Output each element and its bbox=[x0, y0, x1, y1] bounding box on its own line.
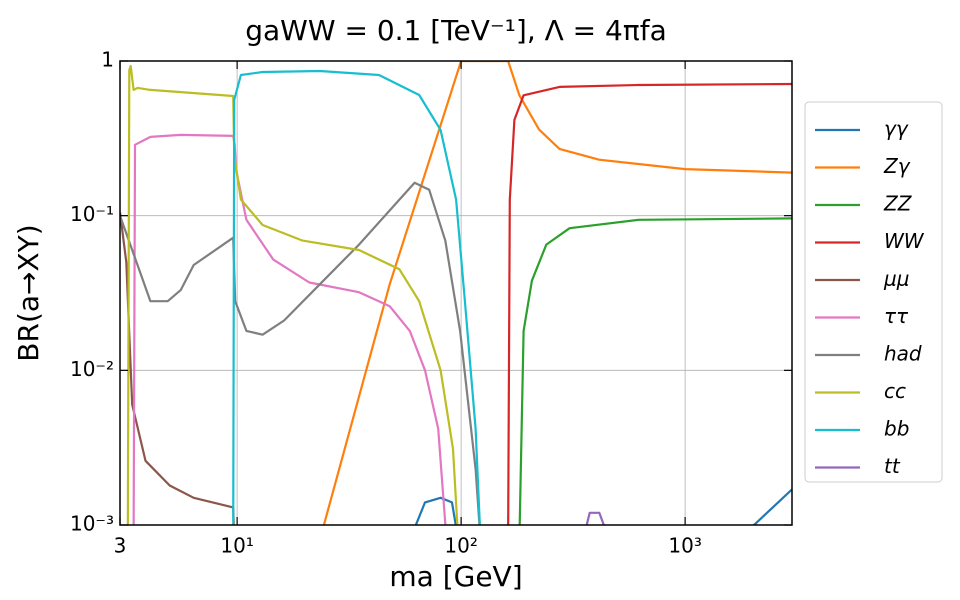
y-tick-label: 1 bbox=[101, 48, 114, 72]
y-axis-label: BR(a→XY) bbox=[12, 224, 45, 361]
x-tick-label: 3 bbox=[114, 534, 127, 558]
x-axis-label: ma [GeV] bbox=[389, 560, 522, 593]
legend-label: Zγ bbox=[883, 154, 911, 178]
series-line bbox=[518, 217, 792, 525]
legend-label: WW bbox=[884, 229, 925, 253]
legend-label: γγ bbox=[884, 117, 909, 141]
y-tick-label: 10⁻² bbox=[70, 357, 114, 381]
series-line bbox=[120, 212, 235, 525]
grid bbox=[120, 61, 792, 525]
series-line bbox=[120, 181, 481, 525]
series-line bbox=[414, 488, 792, 525]
series-line bbox=[322, 61, 792, 525]
x-tick-label: 10³ bbox=[668, 534, 701, 558]
legend-label: ZZ bbox=[883, 192, 913, 216]
series-line bbox=[585, 511, 606, 525]
x-tick-label: 10¹ bbox=[220, 534, 253, 558]
plot-lines bbox=[120, 61, 792, 525]
legend-label: had bbox=[884, 342, 922, 366]
y-tick-label: 10⁻¹ bbox=[70, 202, 114, 226]
series-line bbox=[132, 133, 447, 525]
legend-label: ττ bbox=[884, 304, 909, 328]
x-tick-label: 10² bbox=[444, 534, 477, 558]
legend-label: tt bbox=[884, 454, 901, 478]
series-line bbox=[232, 69, 481, 525]
legend-label: bb bbox=[884, 417, 909, 441]
legend-label: cc bbox=[884, 379, 906, 403]
legend bbox=[804, 101, 943, 483]
plot-frame bbox=[119, 60, 793, 526]
chart-title: gaWW = 0.1 [TeV⁻¹], Λ = 4πfa bbox=[245, 14, 666, 47]
y-tick-label: 10⁻³ bbox=[70, 512, 114, 536]
series-line bbox=[507, 82, 792, 525]
series-line bbox=[126, 64, 459, 525]
legend-label: μμ bbox=[883, 267, 909, 291]
